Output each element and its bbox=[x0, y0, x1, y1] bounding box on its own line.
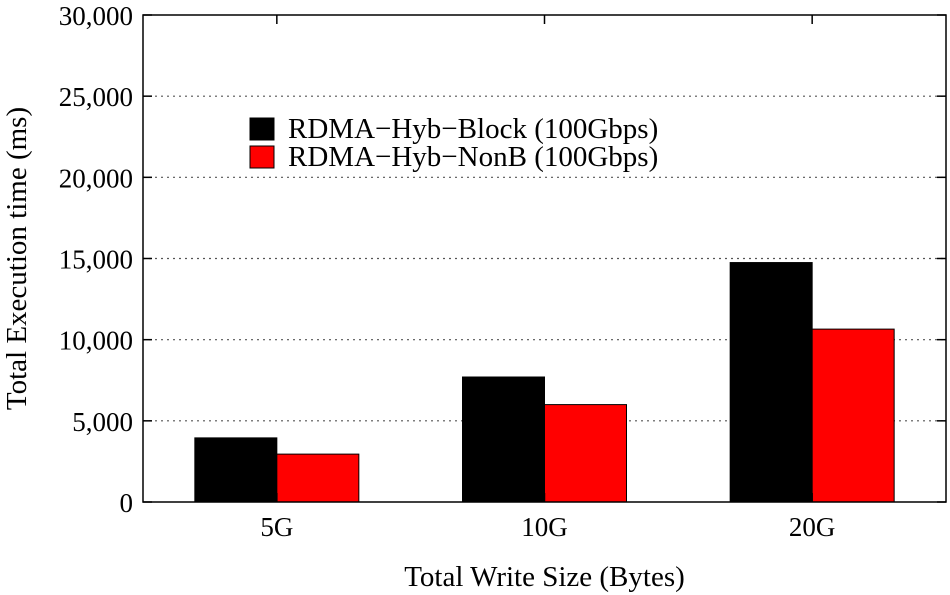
y-tick-label: 15,000 bbox=[59, 245, 133, 275]
legend: RDMA−Hyb−Block (100Gbps)RDMA−Hyb−NonB (1… bbox=[249, 113, 658, 173]
y-tick-label: 25,000 bbox=[59, 82, 133, 112]
x-tick-label: 20G bbox=[789, 512, 836, 542]
x-tick-label: 5G bbox=[260, 512, 293, 542]
y-tick-label: 30,000 bbox=[59, 1, 133, 31]
y-axis-ticks: 0 5,000 10,000 15,000 20,000 25,000 30,000 bbox=[59, 1, 946, 518]
bar-20g-series-2 bbox=[811, 328, 895, 503]
legend-swatch bbox=[249, 117, 275, 141]
legend-label: RDMA−Hyb−Block (100Gbps) bbox=[288, 113, 658, 145]
x-axis-ticks: 5G 10G 20G bbox=[260, 15, 835, 542]
x-axis-label: Total Write Size (Bytes) bbox=[404, 561, 685, 593]
bar-5g-series-1 bbox=[194, 437, 278, 503]
y-axis-label: Total Execution time (ms) bbox=[1, 107, 33, 410]
legend-label: RDMA−Hyb−NonB (100Gbps) bbox=[288, 141, 658, 173]
bar-10g-series-2 bbox=[544, 404, 627, 503]
grid-lines bbox=[143, 95, 946, 422]
y-tick-label: 20,000 bbox=[59, 163, 133, 193]
y-tick-label: 5,000 bbox=[72, 407, 133, 437]
y-tick-label: 0 bbox=[120, 488, 134, 518]
y-tick-label: 10,000 bbox=[59, 326, 133, 356]
bar-5g-series-2 bbox=[276, 453, 360, 503]
bar-20g-series-1 bbox=[729, 262, 813, 503]
x-tick-label: 10G bbox=[521, 512, 568, 542]
bars bbox=[194, 262, 895, 503]
bar-10g-series-1 bbox=[462, 376, 545, 503]
legend-swatch bbox=[249, 145, 275, 169]
